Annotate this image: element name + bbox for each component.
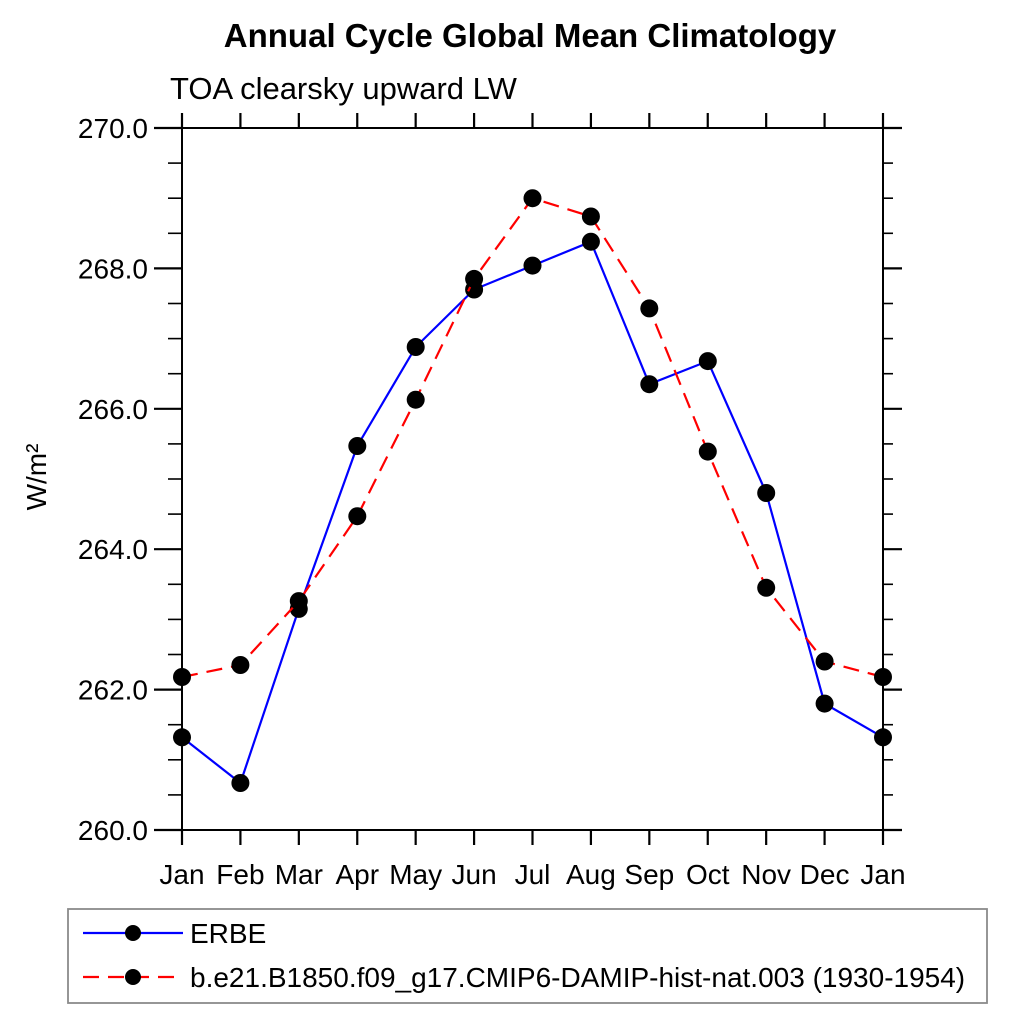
x-axis-ticks: Jan Feb Mar Apr May Jun Jul Aug Sep Oct Nov Dec Jan [159,113,906,890]
data-point-erbe-jan [173,728,191,747]
legend-marker-erbe [125,925,141,941]
y-tick-label: 262.0 [78,675,148,706]
x-tick-label: Jun [452,859,497,890]
legend-label-erbe: ERBE [190,918,266,949]
x-tick-label: Oct [686,859,730,890]
legend-item-erbe: ERBE [83,918,266,949]
data-point-model-aug [581,207,600,226]
x-tick-label: Jul [515,859,551,890]
data-point-model-nov [757,578,776,597]
legend-box [67,908,988,1004]
y-tick-label: 264.0 [78,534,148,565]
y-tick-label: 260.0 [78,815,148,846]
series-line-erbe [181,240,884,785]
data-point-erbe-apr [348,437,367,455]
legend-marker-model [125,969,141,985]
x-tick-label: Aug [566,859,616,890]
data-point-model-jan [874,668,892,686]
x-tick-label: Dec [800,859,850,890]
chart-subtitle: TOA clearsky upward LW [170,71,518,106]
x-tick-label: Nov [741,859,791,890]
data-point-model-jul [523,189,542,208]
data-point-erbe-may [406,338,425,356]
data-point-erbe-jan [874,728,892,747]
data-point-erbe-jul [523,256,542,275]
data-point-erbe-aug [581,232,600,251]
data-point-model-apr [348,507,367,526]
data-point-model-mar [289,592,308,611]
data-point-erbe-oct [698,352,717,371]
x-tick-label: Mar [275,859,323,890]
legend-label-model: b.e21.B1850.f09_g17.CMIP6-DAMIP-hist-nat… [190,962,965,993]
data-point-model-may [406,390,425,409]
chart-title: Annual Cycle Global Mean Climatology [224,17,837,54]
x-tick-label: Sep [624,859,674,890]
data-point-model-feb [231,656,250,674]
x-tick-label: Apr [335,859,379,890]
data-point-model-jun [465,269,484,288]
data-point-erbe-nov [757,484,776,502]
legend-item-model: b.e21.B1850.f09_g17.CMIP6-DAMIP-hist-nat… [83,962,965,993]
legend: ERBE b.e21.B1850.f09_g17.CMIP6-DAMIP-his… [67,908,988,1004]
y-tick-label: 270.0 [78,113,148,144]
y-axis-ticks: 260.0 262.0 264.0 266.0 268.0 270.0 [78,113,902,846]
y-tick-label: 268.0 [78,253,148,284]
data-point-model-dec [815,652,834,671]
plot-frame [181,127,884,831]
data-point-model-jan [173,668,191,686]
data-point-erbe-dec [815,694,834,713]
y-axis-label: W/m² [21,444,52,511]
data-point-erbe-feb [231,774,250,792]
x-tick-label: May [389,859,442,890]
x-tick-label: Jan [860,859,905,890]
x-tick-label: Jan [159,859,204,890]
data-series [173,189,892,792]
x-tick-label: Feb [216,859,264,890]
y-tick-label: 266.0 [78,394,148,425]
data-point-erbe-sep [640,375,659,394]
data-point-model-oct [698,442,717,461]
data-point-model-sep [640,299,659,318]
